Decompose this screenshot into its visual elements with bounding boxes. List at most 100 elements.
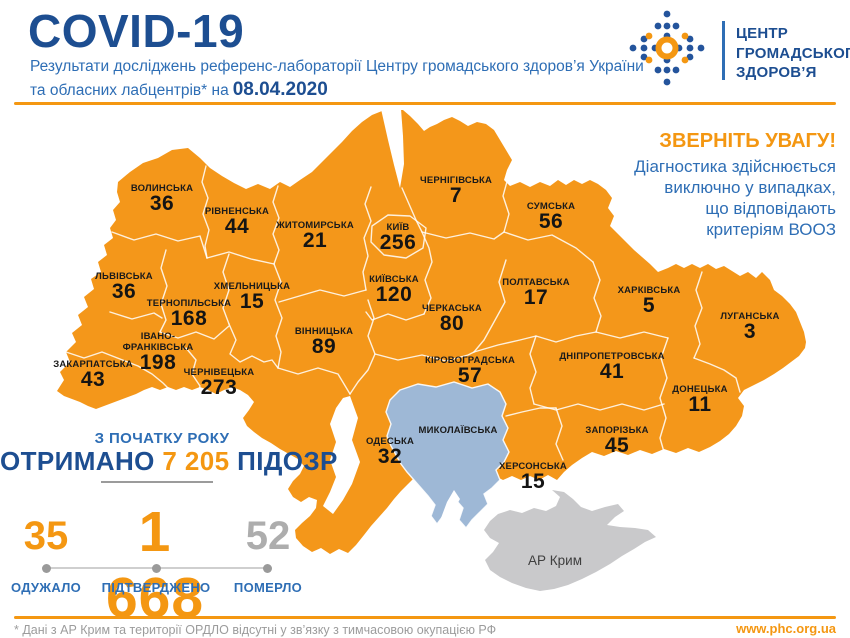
- notice-line: що відповідають: [705, 199, 836, 218]
- org-name-line3: ЗДОРОВ’Я: [736, 64, 817, 81]
- region-name: КІРОВОГРАДСЬКА: [424, 355, 516, 366]
- region-value: 120: [375, 283, 413, 306]
- region-value: 273: [200, 376, 238, 399]
- region-name: ЛУГАНСЬКА: [720, 311, 780, 322]
- connector-dot: [263, 564, 272, 573]
- kyiv-reservoir-notch: [381, 109, 404, 188]
- region-value: 168: [170, 307, 208, 330]
- region-lvivska: ЛЬВІВСЬКА 36: [95, 271, 153, 302]
- region-kyiv-city: КИЇВ 256: [380, 222, 417, 253]
- region-sumska: СУМСЬКА 56: [527, 201, 575, 232]
- region-value: 56: [538, 210, 564, 233]
- region-name: ХАРКІВСЬКА: [617, 285, 681, 296]
- died-label: ПОМЕРЛО: [233, 580, 303, 595]
- notice-line: критеріям ВООЗ: [706, 220, 836, 239]
- recovered-count: 35: [23, 514, 69, 558]
- region-name: ЗАПОРІЗЬКА: [585, 425, 649, 436]
- org-name: ЦЕНТР ГРОМАДСЬКОГО ЗДОРОВ’Я: [736, 24, 850, 83]
- region-value: 32: [377, 445, 403, 468]
- region-value: 7: [449, 184, 463, 207]
- region-name: ЧЕРНІВЕЦЬКА: [183, 367, 255, 378]
- died-count: 52: [245, 514, 291, 558]
- crimea-region: [484, 490, 656, 591]
- region-value: 17: [523, 286, 549, 309]
- region-value: 41: [599, 360, 625, 383]
- region-kyivska: КИЇВСЬКА 120: [369, 274, 419, 305]
- notice-title: ЗВЕРНІТЬ УВАГУ!: [659, 130, 836, 152]
- region-name: ЗАКАРПАТСЬКА: [53, 359, 133, 370]
- region-dnipropetrovska: ДНІПРОПЕТРОВСЬКА 41: [559, 351, 664, 382]
- region-name: СУМСЬКА: [526, 201, 576, 212]
- region-value: 15: [520, 470, 546, 493]
- oblast-borders: [65, 165, 741, 461]
- region-name: ЧЕРКАСЬКА: [422, 303, 482, 314]
- region-mykolaivska: МИКОЛАЇВСЬКА: [418, 425, 497, 436]
- region-zakarpatska: ЗАКАРПАТСЬКА 43: [53, 359, 133, 390]
- region-poltavska: ПОЛТАВСЬКА 17: [502, 277, 570, 308]
- notice-block: ЗВЕРНІТЬ УВАГУ! Діагностика здійснюється…: [634, 130, 836, 240]
- estuary-notch: [441, 490, 460, 524]
- region-name: ОДЕСЬКА: [365, 436, 415, 447]
- region-name: ДОНЕЦЬКА: [672, 384, 728, 395]
- region-value: 5: [642, 294, 656, 317]
- ukraine-shape: [57, 110, 806, 554]
- recovered-label: ОДУЖАЛО: [10, 580, 82, 595]
- org-name-line1: ЦЕНТР: [736, 25, 788, 42]
- region-name: ПОЛТАВСЬКА: [502, 277, 570, 288]
- notice-line: виключно у випадках,: [664, 178, 836, 197]
- received-suffix: ПІДОЗР: [237, 446, 338, 476]
- region-name: ВІННИЦЬКА: [294, 326, 354, 337]
- region-value: 11: [688, 393, 712, 416]
- region-value: 43: [80, 368, 106, 391]
- region-value: 57: [457, 364, 483, 387]
- region-value: 198: [139, 351, 177, 374]
- received-value: 7 205: [162, 446, 230, 476]
- site-url-link[interactable]: www.phc.org.ua: [736, 621, 836, 636]
- region-luhanska: ЛУГАНСЬКА 3: [720, 311, 779, 342]
- region-value: 3: [743, 320, 757, 343]
- region-name: ЛЬВІВСЬКА: [95, 271, 153, 282]
- region-chernihivska: ЧЕРНІГІВСЬКА 7: [420, 175, 492, 206]
- report-date: 08.04.2020: [232, 79, 328, 100]
- region-value: 21: [302, 229, 328, 252]
- region-name: ДНІПРОПЕТРОВСЬКА: [559, 351, 665, 362]
- phc-dots-diamond-logo-icon: [629, 10, 705, 86]
- region-value: 45: [604, 434, 630, 457]
- page-title: COVID-19: [28, 5, 245, 57]
- subtitle-line2: та обласних лабцентрів* на 08.04.2020: [30, 79, 328, 101]
- confirmed-label: ПІДТВЕРДЖЕНО: [101, 580, 211, 595]
- region-zaporizka: ЗАПОРІЗЬКА 45: [585, 425, 648, 456]
- region-name: ХМЕЛЬНИЦЬКА: [213, 281, 291, 292]
- region-khmelnytska: ХМЕЛЬНИЦЬКА 15: [214, 281, 290, 312]
- received-prefix: ОТРИМАНО: [0, 446, 155, 476]
- logo-divider: [722, 21, 725, 80]
- region-rivnenska: РІВНЕНСЬКА 44: [205, 206, 269, 237]
- region-ivano-frankivska: ІВАНО-ФРАНКІВСЬКА 198: [120, 331, 196, 373]
- region-crimea-label: АР Крим: [528, 553, 582, 568]
- region-value: 44: [224, 215, 250, 238]
- region-value: 36: [149, 192, 175, 215]
- region-name: ЧЕРНІГІВСЬКА: [419, 175, 493, 186]
- region-cherkaska: ЧЕРКАСЬКА 80: [422, 303, 482, 334]
- region-name: ВОЛИНСЬКА: [130, 183, 194, 194]
- region-odeska: ОДЕСЬКА 32: [366, 436, 414, 467]
- region-value: 15: [239, 290, 265, 313]
- moldova-notch: [323, 396, 360, 514]
- region-name: КИЇВ: [386, 222, 410, 233]
- region-name: ТЕРНОПІЛЬСЬКА: [146, 298, 232, 309]
- region-ternopilska: ТЕРНОПІЛЬСЬКА 168: [147, 298, 231, 329]
- region-value: 89: [311, 335, 337, 358]
- region-name: РІВНЕНСЬКА: [204, 206, 270, 217]
- region-donetska: ДОНЕЦЬКА 11: [672, 384, 727, 415]
- region-volynska: ВОЛИНСЬКА 36: [131, 183, 193, 214]
- region-value: 36: [111, 280, 137, 303]
- stats-divider: [101, 481, 213, 483]
- footnote-text: * Дані з АР Крим та території ОРДЛО відс…: [14, 623, 497, 637]
- top-divider-rule: [14, 102, 836, 105]
- region-kirovohradska: КІРОВОГРАДСЬКА 57: [425, 355, 515, 386]
- org-name-line2: ГРОМАДСЬКОГО: [736, 44, 850, 62]
- subtitle-line1: Результати досліджень референс-лаборатор…: [30, 58, 644, 75]
- notice-line: Діагностика здійснюється: [634, 157, 836, 176]
